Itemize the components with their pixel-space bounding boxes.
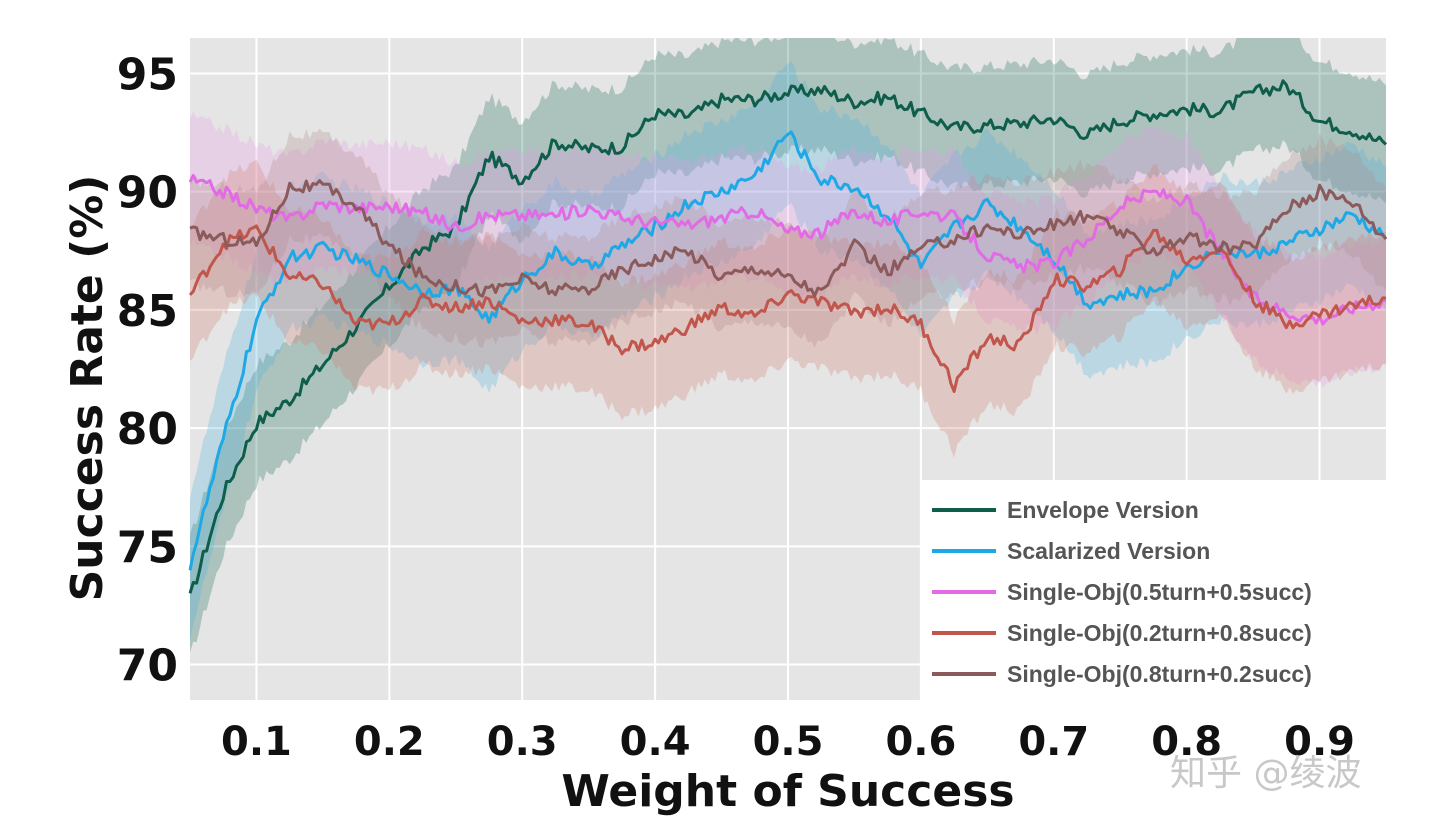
band-single-obj-0-2turn-0-8succ — [190, 159, 1386, 458]
y-ticks: 70 75 80 85 90 95 — [117, 49, 178, 691]
line-single-obj-0-5turn-0-5succ — [188, 174, 1387, 326]
x-axis-title: Weight of Success — [561, 766, 1014, 817]
x-tick-label: 0.9 — [1284, 719, 1355, 765]
x-tick-label: 0.8 — [1151, 719, 1222, 765]
band-envelope-version — [190, 38, 1386, 653]
x-ticks: 0.1 0.2 0.3 0.4 0.5 0.6 0.7 0.8 0.9 — [221, 719, 1355, 765]
watermark: 知乎 @绫波 — [1170, 753, 1361, 794]
band-scalarized-version — [190, 61, 1386, 642]
y-tick-label: 70 — [117, 641, 178, 692]
legend: Envelope Version Scalarized Version Single… — [920, 480, 1386, 700]
y-tick-label: 85 — [117, 286, 178, 337]
series-lines — [188, 79, 1388, 594]
legend-label: Single-Obj(0.2turn+0.8succ) — [1007, 620, 1312, 646]
band-single-obj-0-8turn-0-2succ — [190, 128, 1386, 349]
legend-label: Envelope Version — [1007, 497, 1199, 523]
x-tick-label: 0.3 — [487, 719, 558, 765]
line-single-obj-0-8turn-0-2succ — [189, 179, 1388, 298]
y-tick-label: 80 — [117, 404, 178, 455]
band-single-obj-0-5turn-0-5succ — [190, 111, 1386, 388]
x-tick-label: 0.4 — [620, 719, 691, 765]
x-tick-label: 0.2 — [354, 719, 425, 765]
y-axis-title: Success Rate (%) — [62, 175, 113, 602]
y-tick-label: 90 — [117, 168, 178, 219]
y-tick-label: 75 — [117, 522, 178, 573]
x-tick-label: 0.7 — [1018, 719, 1089, 765]
legend-label: Scalarized Version — [1007, 538, 1210, 564]
x-tick-label: 0.5 — [753, 719, 824, 765]
x-tick-label: 0.1 — [221, 719, 292, 765]
y-tick-label: 95 — [117, 49, 178, 100]
legend-label: Single-Obj(0.8turn+0.2succ) — [1007, 661, 1312, 687]
x-tick-label: 0.6 — [885, 719, 956, 765]
line-envelope-version — [188, 79, 1388, 594]
legend-box — [920, 480, 1386, 700]
legend-label: Single-Obj(0.5turn+0.5succ) — [1007, 579, 1312, 605]
line-single-obj-0-2turn-0-8succ — [188, 224, 1387, 393]
confidence-bands — [190, 38, 1386, 653]
